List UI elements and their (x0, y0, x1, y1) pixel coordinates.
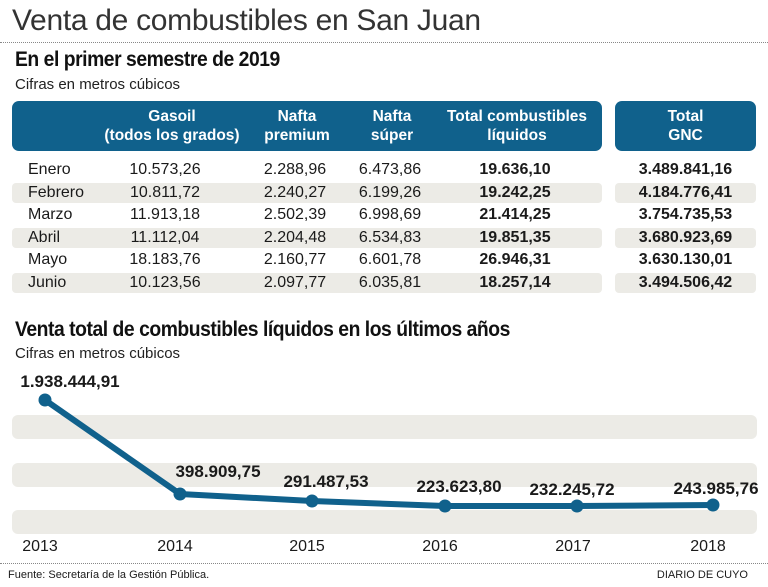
cell-premium: 2.240,27 (263, 183, 327, 201)
cell-gasoil: 10.573,26 (129, 161, 201, 178)
x-tick-label: 2017 (555, 538, 591, 555)
footer-source: Fuente: Secretaría de la Gestión Pública… (8, 569, 210, 581)
cell-total-gnc: 3.489.841,16 (638, 161, 733, 178)
divider-bottom (0, 563, 768, 564)
table-header-gnc: Total GNC (615, 101, 756, 151)
row-stripe (12, 272, 602, 293)
header-gasoil-line1: Gasoil (148, 108, 196, 125)
row-stripe (12, 227, 602, 248)
cell-total-liq: 26.946,31 (479, 251, 551, 268)
header-super-line1: Nafta (372, 108, 412, 125)
cell-total-liq: 18.257,14 (479, 273, 551, 291)
header-gnc-line2: GNC (668, 127, 703, 144)
month-label: Febrero (28, 183, 85, 201)
cell-gasoil: 10.811,72 (130, 183, 200, 201)
semester-subtitle: Cifras en metros cúbicos (15, 76, 181, 93)
row-stripe-gnc (615, 182, 756, 203)
cell-total-gnc: 3.630.130,01 (638, 251, 733, 268)
x-tick-label: 2018 (690, 538, 726, 555)
data-label: 232.245,72 (529, 480, 615, 499)
cell-super: 6.998,69 (358, 206, 422, 223)
x-tick-label: 2015 (289, 538, 325, 555)
cell-gasoil: 11.913,18 (130, 206, 200, 223)
line-subtitle: Cifras en metros cúbicos (15, 345, 181, 362)
header-premium: Nafta premium (252, 107, 342, 145)
main-title: Venta de combustibles en San Juan (12, 4, 481, 37)
cell-super: 6.199,26 (358, 183, 422, 201)
data-label: 243.985,76 (673, 479, 759, 498)
row-stripe (12, 182, 602, 203)
cell-gasoil: 18.183,76 (129, 251, 201, 268)
cell-total-gnc: 3.680.923,69 (638, 228, 733, 246)
x-tick-label: 2014 (157, 538, 193, 555)
cell-premium: 2.502,39 (263, 206, 327, 223)
data-point (38, 393, 52, 407)
cell-premium: 2.288,96 (263, 161, 327, 178)
cell-gasoil: 11.112,04 (130, 228, 200, 246)
table-header: Gasoil (todos los grados) Nafta premium … (12, 101, 602, 151)
data-label: 398.909,75 (175, 462, 261, 481)
data-label: 291.487,53 (283, 472, 369, 491)
cell-premium: 2.160,77 (263, 251, 327, 268)
data-point (438, 499, 452, 513)
cell-total-gnc: 3.494.506,42 (638, 273, 733, 291)
x-tick-label: 2013 (22, 538, 58, 555)
data-point (706, 498, 720, 512)
header-total-liq: Total combustibles líquidos (437, 107, 597, 145)
data-point (173, 487, 187, 501)
header-premium-line2: premium (264, 127, 330, 144)
cell-super: 6.035,81 (358, 273, 422, 291)
cell-total-gnc: 3.754.735,53 (638, 206, 733, 223)
header-gnc: Total GNC (615, 107, 756, 145)
x-tick-label: 2016 (422, 538, 458, 555)
cell-total-gnc: 4.184.776,41 (638, 183, 733, 201)
header-premium-line1: Nafta (277, 108, 317, 125)
footer-brand: DIARIO DE CUYO (656, 569, 748, 581)
header-total-liq-line1: Total combustibles (446, 108, 588, 125)
header-super-line2: súper (370, 127, 414, 144)
data-point (570, 499, 584, 513)
data-point (305, 494, 319, 508)
cell-total-liq: 21.414,25 (479, 206, 551, 223)
cell-premium: 2.204,48 (263, 228, 327, 246)
chart-band (12, 510, 757, 534)
month-label: Junio (28, 273, 67, 291)
data-label: 223.623,80 (416, 477, 502, 496)
cell-gasoil: 10.123,56 (129, 273, 201, 291)
row-stripe-gnc (615, 272, 756, 293)
month-label: Mayo (28, 251, 68, 268)
cell-premium: 2.097,77 (263, 273, 327, 291)
divider-top (0, 42, 768, 43)
cell-super: 6.473,86 (358, 161, 422, 178)
data-label: 1.938.444,91 (20, 372, 120, 391)
cell-total-liq: 19.851,35 (479, 228, 551, 246)
header-gnc-line1: Total (667, 108, 704, 125)
cell-super: 6.601,78 (358, 251, 422, 268)
line-title: Venta total de combustibles líquidos en … (15, 318, 510, 341)
chart-band (12, 415, 757, 439)
header-gasoil: Gasoil (todos los grados) (92, 107, 252, 145)
series-line (43, 397, 714, 509)
semester-title: En el primer semestre de 2019 (15, 48, 280, 71)
header-total-liq-line2: líquidos (487, 127, 547, 144)
month-label: Abril (28, 228, 61, 246)
row-stripe-gnc (615, 227, 756, 248)
header-super: Nafta súper (347, 107, 437, 145)
cell-super: 6.534,83 (358, 228, 422, 246)
header-gasoil-line2: (todos los grados) (104, 127, 240, 144)
cell-total-liq: 19.242,25 (479, 183, 551, 201)
month-label: Marzo (28, 206, 73, 223)
month-label: Enero (28, 161, 71, 178)
cell-total-liq: 19.636,10 (479, 161, 551, 178)
